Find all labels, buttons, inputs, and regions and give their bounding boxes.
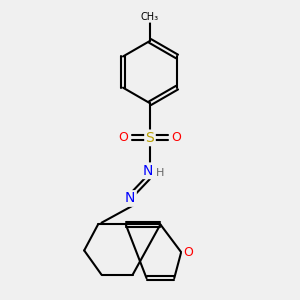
Text: S: S xyxy=(146,131,154,145)
Text: O: O xyxy=(183,246,193,259)
Text: H: H xyxy=(155,167,164,178)
Text: O: O xyxy=(118,131,128,144)
Text: N: N xyxy=(143,164,154,178)
Text: O: O xyxy=(172,131,182,144)
Text: N: N xyxy=(125,191,135,206)
Text: CH₃: CH₃ xyxy=(141,12,159,22)
